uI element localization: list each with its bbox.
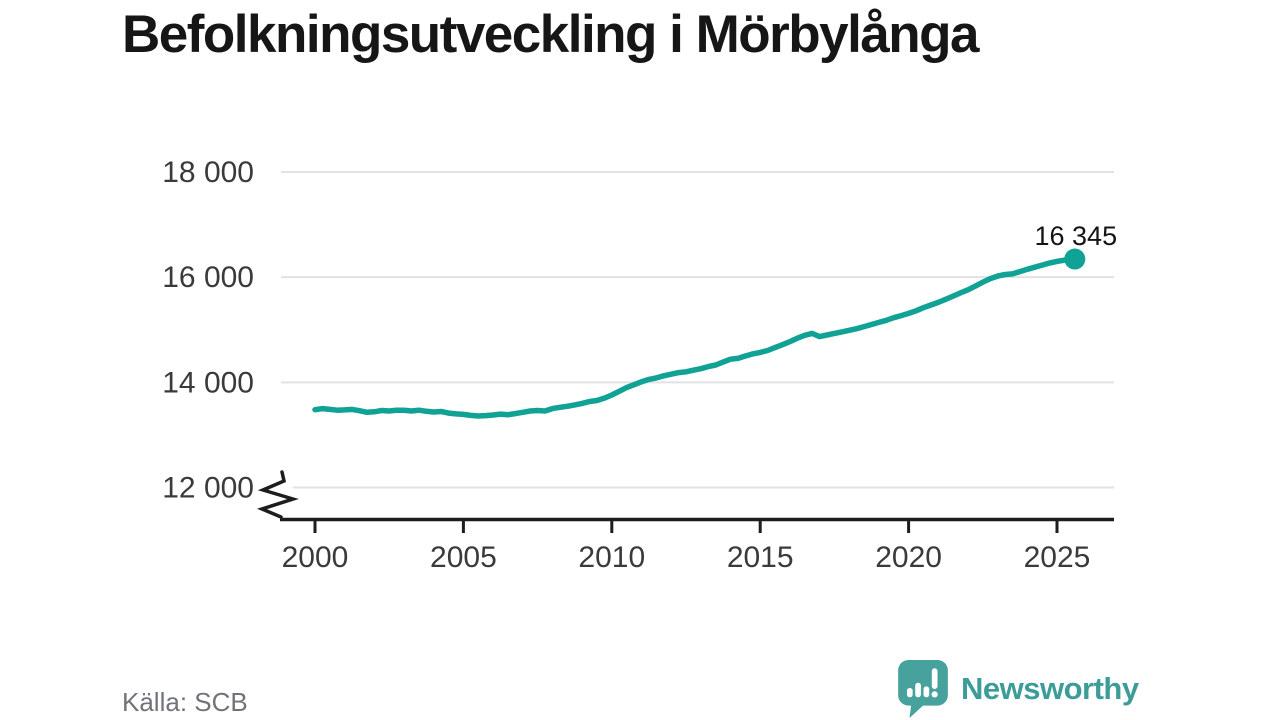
x-tick-label: 2010 — [578, 541, 645, 574]
x-tick-label: 2005 — [430, 541, 497, 574]
latest-value-label: 16 345 — [1035, 221, 1118, 251]
newsworthy-logo: Newsworthy — [897, 660, 1139, 718]
newsworthy-logo-text: Newsworthy — [961, 671, 1139, 706]
y-tick-label: 12 000 — [162, 472, 254, 505]
population-line — [312, 256, 1078, 419]
newsworthy-logo-icon — [898, 660, 948, 718]
y-axis-break-icon — [256, 470, 299, 519]
source-label: Källa: SCB — [122, 687, 248, 717]
x-tick-label: 2025 — [1024, 541, 1091, 574]
x-tick-label: 2015 — [727, 541, 794, 574]
latest-point-marker — [1064, 248, 1086, 270]
page-title: Befolkningsutveckling i Mörbylånga — [122, 5, 980, 64]
y-tick-label: 18 000 — [162, 156, 254, 189]
x-tick-label: 2020 — [875, 541, 942, 574]
x-tick-label: 2000 — [282, 541, 349, 574]
y-tick-label: 14 000 — [162, 366, 254, 399]
y-tick-label: 16 000 — [162, 261, 254, 294]
